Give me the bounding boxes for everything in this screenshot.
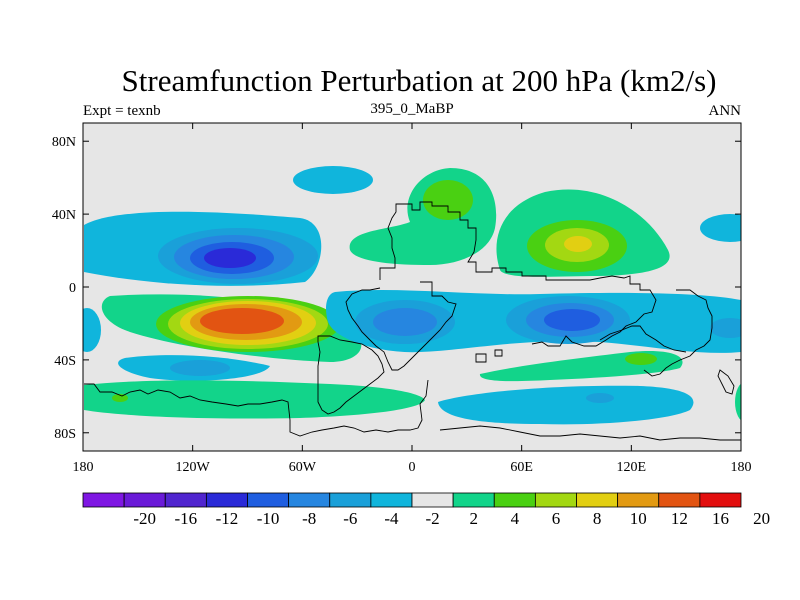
colorbar: -20 -16 -12 -10 -8 -6 -4 -2 2 4 6 8 10 12 16 20 <box>82 492 770 528</box>
axis-ticks <box>82 123 742 451</box>
colorbar-swatch <box>247 492 290 508</box>
axis-tick-labels: 180 120W 60W 0 60E 120E 180 80N 40N 0 40S 80S <box>52 135 752 475</box>
contour-so-high-4 <box>112 394 128 402</box>
coast-africa <box>345 281 457 371</box>
colorbar-swatch <box>205 492 248 508</box>
x-tick-label: 120W <box>176 460 211 475</box>
season-label: ANN <box>709 103 742 119</box>
contour-west-edge-low <box>83 308 101 352</box>
coast-eurasia <box>379 201 657 347</box>
contour-natl-low <box>293 166 373 194</box>
colorbar-label: 20 <box>753 509 770 528</box>
colorbar-label: -2 <box>425 509 439 528</box>
experiment-label: Expt = texnb <box>83 103 161 119</box>
colorbar-label: 16 <box>712 509 729 528</box>
colorbar-label: 2 <box>469 509 478 528</box>
colorbar-label: -10 <box>257 509 280 528</box>
x-tick-label: 0 <box>409 460 416 475</box>
x-tick-label: 60W <box>289 460 317 475</box>
contour-spac-low-4 <box>170 360 230 376</box>
colorbar-swatch <box>576 492 619 508</box>
contour-spac-high-12 <box>200 308 284 334</box>
coast-new-zealand <box>717 369 735 395</box>
period-label: 395_0_MaBP <box>370 101 453 117</box>
colorbar-swatch <box>123 492 166 508</box>
colorbar-swatch <box>617 492 660 508</box>
colorbar-swatch <box>534 492 577 508</box>
contour-edge-low-4 <box>710 318 741 338</box>
coast-island <box>475 353 487 363</box>
colorbar-swatch <box>699 492 742 508</box>
coastlines <box>84 201 741 441</box>
colorbar-swatch <box>493 492 536 508</box>
colorbar-swatch <box>411 492 454 508</box>
x-tick-label: 60E <box>510 460 533 475</box>
contour-so-low-2 <box>438 385 694 425</box>
colorbar-label: 4 <box>511 509 520 528</box>
colorbar-label: -8 <box>302 509 316 528</box>
x-tick-label: 180 <box>731 460 752 475</box>
contour-npac-low-10 <box>204 248 256 268</box>
contour-so-high-band <box>84 380 425 419</box>
y-tick-label: 80S <box>54 427 76 442</box>
colorbar-label: 8 <box>593 509 602 528</box>
colorbar-swatch <box>82 492 125 508</box>
colorbar-label: 12 <box>671 509 688 528</box>
colorbar-swatch <box>288 492 331 508</box>
y-tick-label: 40S <box>54 354 76 369</box>
coast-india-seasia <box>599 325 687 353</box>
coast-antarctica <box>84 379 429 437</box>
contour-io-low-8 <box>544 309 600 331</box>
contour-east-edge-high <box>735 383 741 421</box>
y-tick-label: 0 <box>69 281 76 296</box>
contour-europe-high-4 <box>423 180 473 220</box>
contour-sind-high-4 <box>625 353 657 365</box>
colorbar-label: -4 <box>384 509 399 528</box>
contour-atl-low-6 <box>373 308 437 336</box>
y-tick-label: 40N <box>52 208 76 223</box>
colorbar-swatch <box>658 492 701 508</box>
colorbar-swatch <box>164 492 207 508</box>
colorbar-label: 10 <box>630 509 647 528</box>
chart-title: Streamfunction Perturbation at 200 hPa (… <box>122 63 717 98</box>
x-tick-label: 120E <box>617 460 647 475</box>
colorbar-swatch <box>452 492 495 508</box>
colorbar-swatch <box>329 492 372 508</box>
coast-island-2 <box>494 349 503 357</box>
contour-fill <box>83 166 741 425</box>
colorbar-label: -6 <box>343 509 357 528</box>
colorbar-label: 6 <box>552 509 561 528</box>
contour-asia-high-8 <box>564 236 592 252</box>
x-tick-label: 180 <box>73 460 94 475</box>
coast-south-america <box>317 335 385 415</box>
colorbar-label: -12 <box>216 509 239 528</box>
contour-wpac-low <box>700 214 741 242</box>
colorbar-label: -20 <box>133 509 156 528</box>
contour-so-low-4 <box>586 393 614 403</box>
colorbar-label: -16 <box>174 509 197 528</box>
coast-antarctica-east <box>439 425 741 441</box>
colorbar-swatch <box>370 492 413 508</box>
plot-area: 180 120W 60W 0 60E 120E 180 80N 40N 0 40S 80S <box>52 122 752 475</box>
y-tick-label: 80N <box>52 135 76 150</box>
coast-australia <box>643 289 713 377</box>
